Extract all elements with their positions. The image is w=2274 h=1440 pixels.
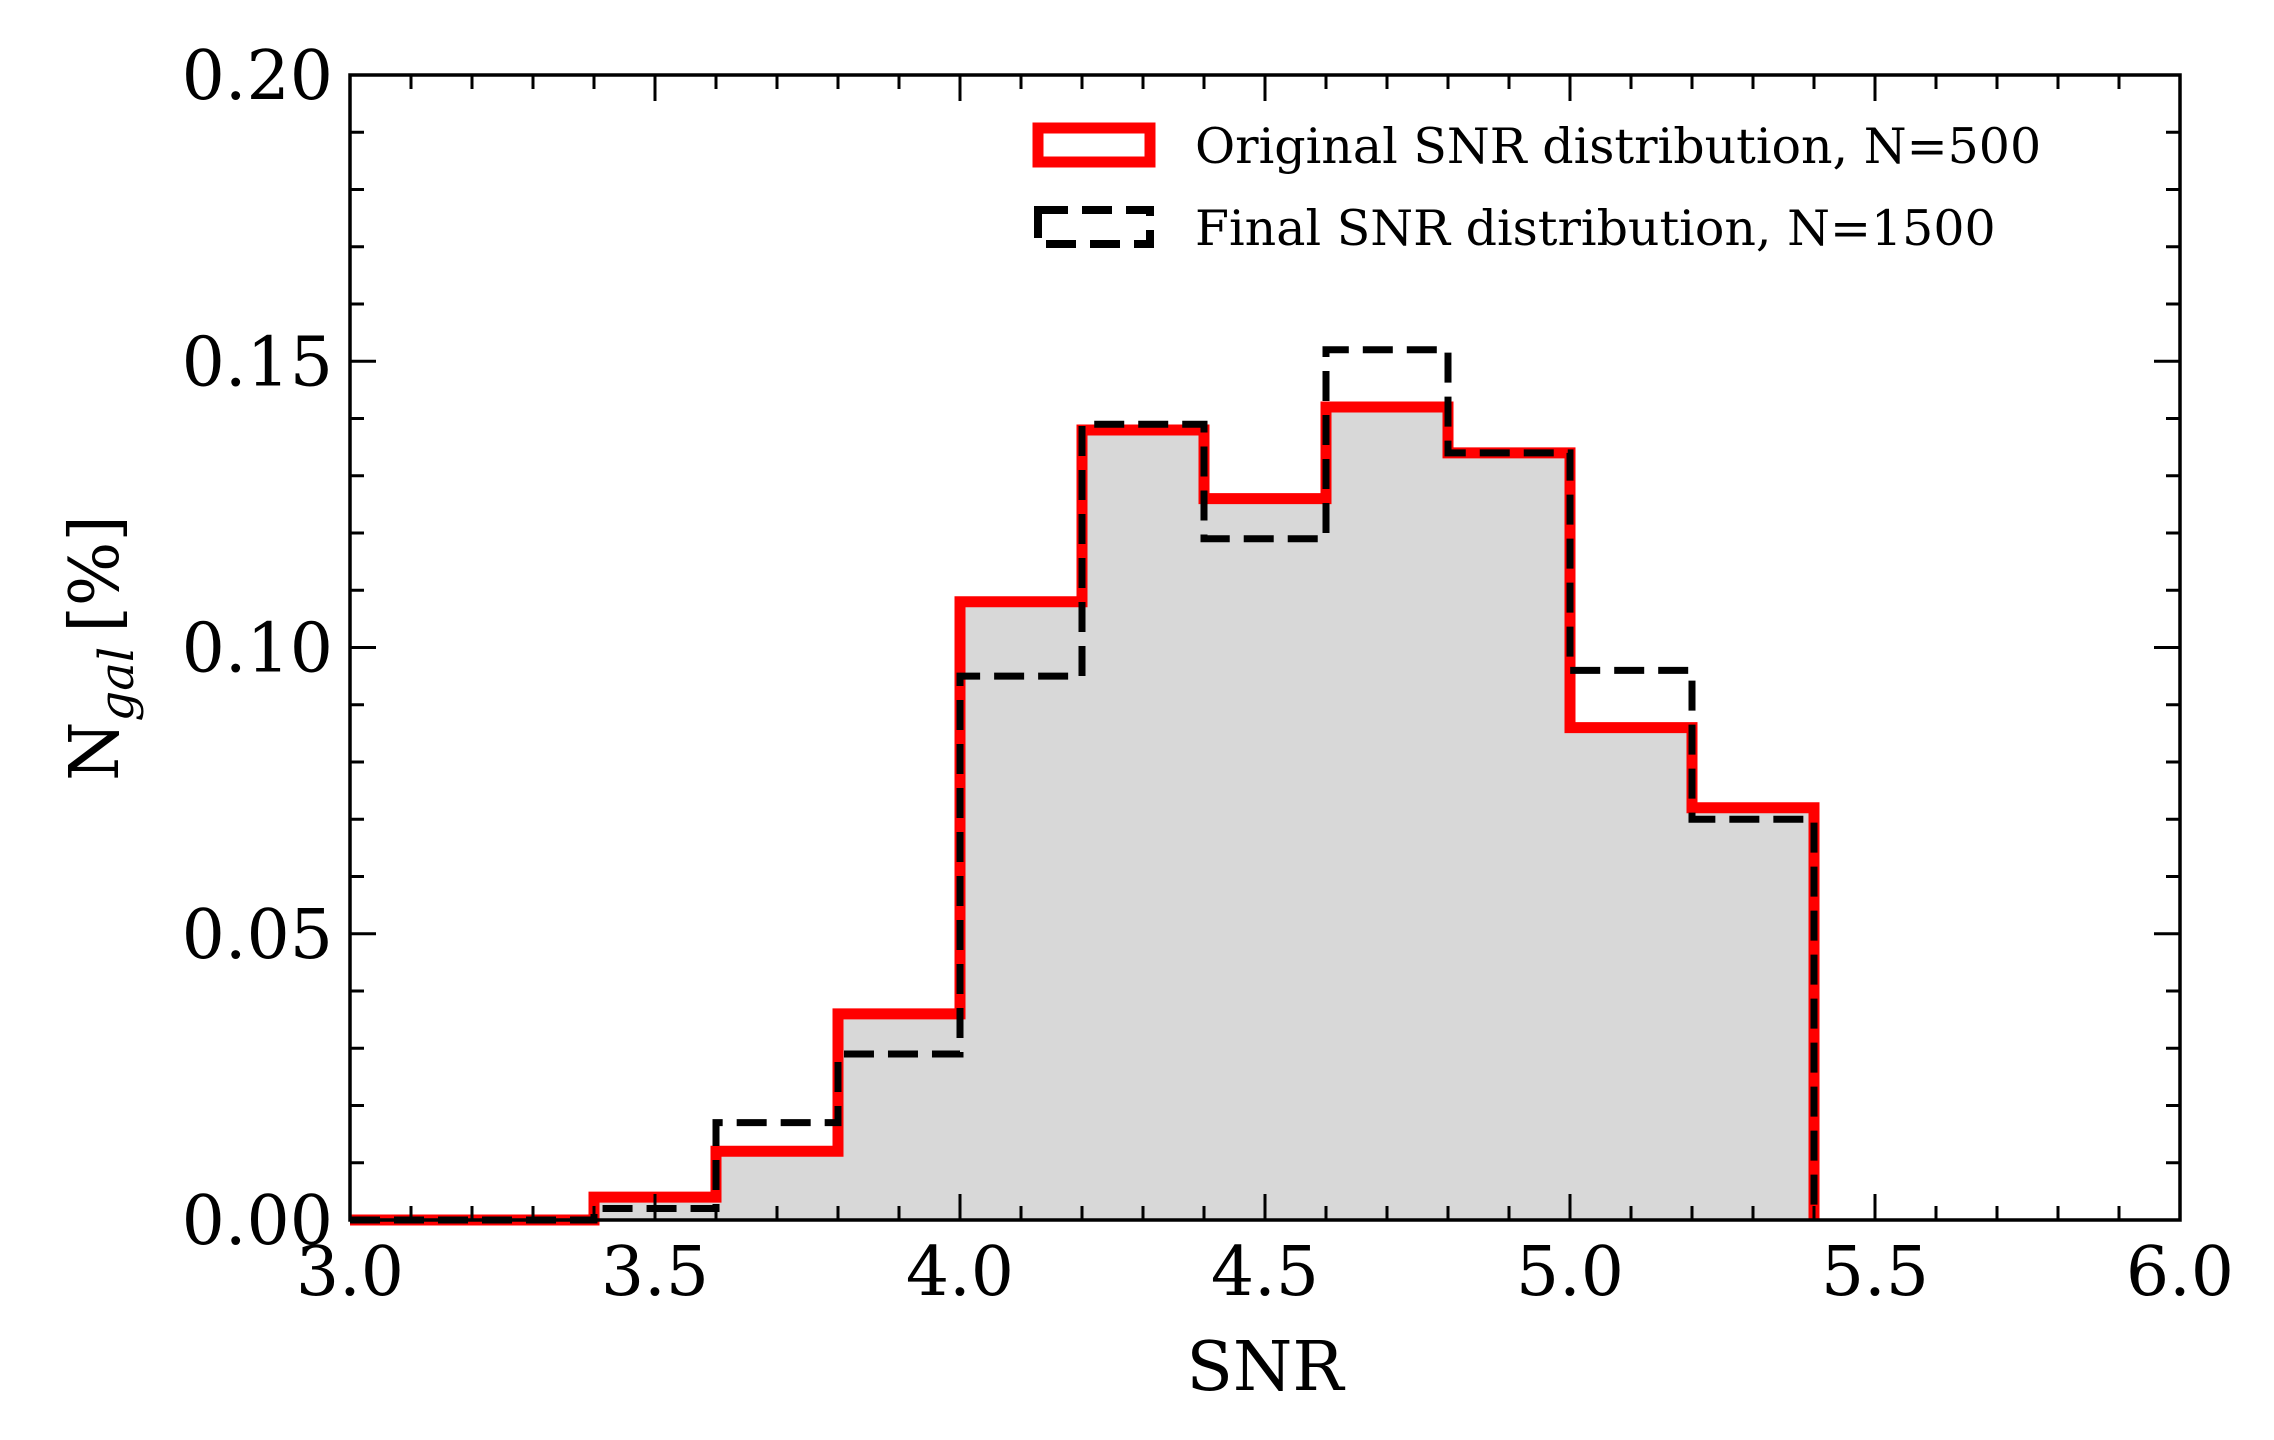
- histogram-bar: [1326, 407, 1448, 1220]
- histogram-bar: [1692, 807, 1814, 1220]
- y-tick-label: 0.00: [182, 1182, 333, 1261]
- histogram-bar: [1082, 429, 1204, 1220]
- x-tick-label: 4.5: [1211, 1233, 1319, 1312]
- y-axis-label-unit: [%]: [56, 515, 135, 633]
- series-line-final: [350, 346, 1818, 1224]
- plot-area: [350, 346, 1820, 1226]
- plot-frame: [348, 73, 2182, 1222]
- histogram-bar: [1204, 498, 1326, 1220]
- x-tick-label: 5.0: [1516, 1233, 1624, 1312]
- x-tick-label: 4.0: [906, 1233, 1014, 1312]
- histogram-bar: [1570, 727, 1692, 1220]
- x-tick-label: 3.5: [601, 1233, 709, 1312]
- tick-labels: 3.0 3.5 4.0 4.5 5.0 5.5 6.0 0.00 0.05 0.10 0.15 0.2…: [182, 37, 2234, 1312]
- y-axis-label: Ngal [%]: [56, 515, 145, 781]
- axis-ticks: [348, 73, 2182, 1222]
- x-tick-label: 3.0: [296, 1233, 404, 1312]
- x-tick-label: 6.0: [2126, 1233, 2234, 1312]
- legend-label-original: Original SNR distribution, N=500: [1195, 118, 2041, 175]
- y-axis-label-main: N: [56, 721, 135, 781]
- histogram-bar: [1448, 452, 1570, 1221]
- series-line-original: [350, 401, 1820, 1226]
- legend-swatch-original: [1032, 122, 1156, 168]
- y-tick-label: 0.10: [182, 610, 333, 689]
- histogram-bar: [838, 1013, 960, 1220]
- x-axis-label: SNR: [1186, 1328, 1345, 1407]
- legend-label-final: Final SNR distribution, N=1500: [1195, 200, 1996, 257]
- y-tick-label: 0.15: [182, 323, 333, 402]
- y-axis-label-sub: gal: [89, 647, 145, 722]
- y-tick-label: 0.05: [182, 896, 333, 975]
- legend-swatch-final: [1034, 206, 1154, 248]
- histogram-bar: [960, 601, 1082, 1220]
- legend: Original SNR distribution, N=500 Final S…: [1032, 118, 2041, 257]
- x-tick-label: 5.5: [1821, 1233, 1929, 1312]
- y-tick-label: 0.20: [182, 37, 333, 116]
